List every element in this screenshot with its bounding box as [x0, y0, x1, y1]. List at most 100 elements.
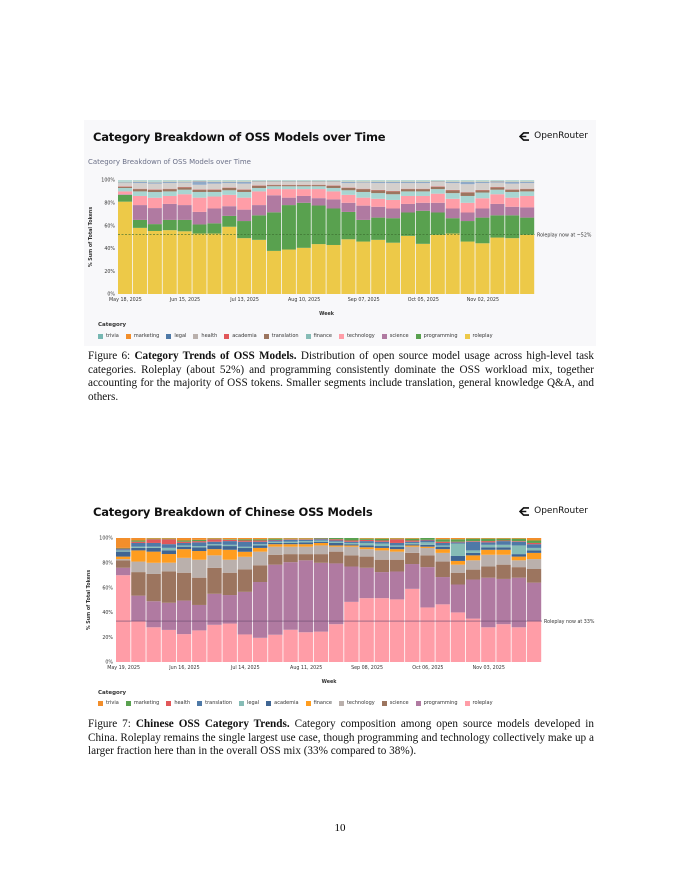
bar-segment-finance — [341, 190, 356, 195]
x-tick-label: Sep 08, 2025 — [351, 665, 383, 671]
bar-segment-trivia — [131, 538, 146, 541]
bar-segment-academia — [344, 544, 359, 546]
bar-segment-trivia — [311, 180, 326, 182]
bar-segment-trivia — [192, 180, 207, 182]
bar-segment-programming — [400, 212, 416, 236]
y-axis-label: % Sum of Total Tokens — [86, 570, 92, 631]
bar-segment-science — [161, 571, 177, 603]
bar-segment-technology — [329, 546, 344, 552]
bar-segment-finance — [207, 549, 222, 556]
legend-swatch — [263, 333, 269, 339]
bar-segment-legal — [162, 181, 177, 184]
bar-segment-science — [450, 572, 466, 585]
bar-segment-programming — [146, 601, 161, 628]
caption-body: Category composition among open source m… — [88, 718, 595, 758]
bar-segment-health — [490, 182, 505, 188]
legend-item-roleplay: roleplay — [464, 333, 493, 339]
bar-segment-technology — [207, 196, 222, 209]
bar-segment-translation — [326, 185, 341, 188]
bar-segment-trivia — [326, 180, 341, 182]
bar-segment-translation — [161, 544, 177, 548]
bar-segment-programming — [222, 215, 237, 227]
bar-segment-roleplay — [520, 234, 535, 294]
bar-segment-programming — [490, 215, 505, 238]
bar-segment-marketing — [465, 538, 481, 542]
bar-segment-finance — [176, 549, 192, 558]
bar-segment-science — [405, 552, 420, 565]
bar-segment-trivia — [252, 538, 268, 540]
bar-segment-health — [450, 541, 466, 543]
y-tick-label: 40% — [104, 246, 115, 252]
bar-segment-finance — [386, 194, 401, 200]
bar-segment-trivia — [207, 538, 222, 539]
x-tick-label: May 18, 2025 — [109, 297, 142, 303]
bar-segment-technology — [252, 191, 267, 206]
bar-segment-academia — [359, 545, 374, 548]
bar-segment-translation — [445, 190, 460, 194]
openrouter-icon — [519, 506, 530, 516]
legend-item-marketing: marketing — [125, 333, 159, 339]
bar-segment-finance — [131, 550, 146, 562]
bar-segment-science — [283, 554, 298, 563]
bar-segment-marketing — [176, 540, 192, 542]
legend-item-translation: translation — [263, 333, 299, 339]
legend-swatch — [381, 700, 387, 706]
bar-segment-science — [445, 208, 460, 219]
bar-segment-trivia — [435, 538, 450, 540]
bar-segment-science — [118, 194, 133, 195]
bar-segment-science — [146, 573, 161, 602]
y-tick-label: 0% — [107, 292, 115, 298]
bar-segment-health — [496, 540, 511, 542]
bar-segment-health — [237, 540, 253, 542]
legend-item-academia: academia — [224, 333, 257, 339]
bar-segment-finance — [415, 191, 430, 196]
bar-segment-legal — [465, 550, 481, 553]
bar-segment-roleplay — [435, 604, 450, 662]
caption-heading: Category Trends of OSS Models. — [134, 350, 297, 362]
bar-segment-translation — [116, 549, 131, 551]
bar-segment-legal — [281, 181, 296, 182]
bar-segment-academia — [283, 542, 298, 545]
bar-segment-finance — [222, 190, 237, 195]
bar-segment-health — [435, 541, 450, 543]
bar-segment-trivia — [266, 180, 282, 182]
bar-segment-science — [520, 207, 535, 218]
bar-segment-technology — [341, 194, 356, 203]
bar-segment-technology — [266, 189, 282, 196]
logo-text: OpenRouter — [534, 506, 588, 516]
bar-segment-science — [475, 208, 490, 218]
y-tick-label: 60% — [102, 585, 113, 591]
bar-segment-science — [359, 556, 374, 568]
bar-segment-translation — [192, 189, 207, 192]
bar-segment-finance — [389, 549, 405, 552]
bar-segment-translation — [131, 542, 146, 547]
bar-segment-academia — [526, 550, 542, 553]
bar-segment-science — [147, 208, 162, 225]
legend-label: roleplay — [472, 700, 493, 706]
bar-segment-legal — [237, 181, 252, 184]
bar-segment-health — [116, 548, 131, 550]
bar-segment-health — [359, 539, 374, 542]
bar-segment-roleplay — [481, 627, 496, 662]
bar-segment-roleplay — [341, 239, 356, 294]
bar-segment-academia — [420, 544, 435, 547]
legend-swatch — [464, 700, 470, 706]
bar-segment-roleplay — [252, 637, 268, 662]
legend-swatch — [166, 333, 172, 339]
bar-segment-science — [481, 566, 496, 578]
bar-segment-science — [420, 555, 435, 568]
bar-segment-translation — [415, 189, 430, 192]
y-axis-label: % Sum of Total Tokens — [88, 207, 94, 268]
bar-segment-programming — [118, 194, 133, 202]
legend-swatch — [239, 700, 245, 706]
bar-segment-roleplay — [222, 226, 237, 294]
bar-segment-technology — [526, 559, 542, 569]
bar-segment-programming — [420, 567, 435, 608]
bar-segment-legal — [344, 542, 359, 545]
bar-segment-legal — [146, 546, 161, 548]
bar-segment-finance — [162, 191, 177, 196]
bar-segment-finance — [420, 546, 435, 548]
bar-segment-trivia — [118, 180, 133, 183]
legend-swatch — [338, 700, 344, 706]
bar-segment-translation — [460, 192, 475, 196]
